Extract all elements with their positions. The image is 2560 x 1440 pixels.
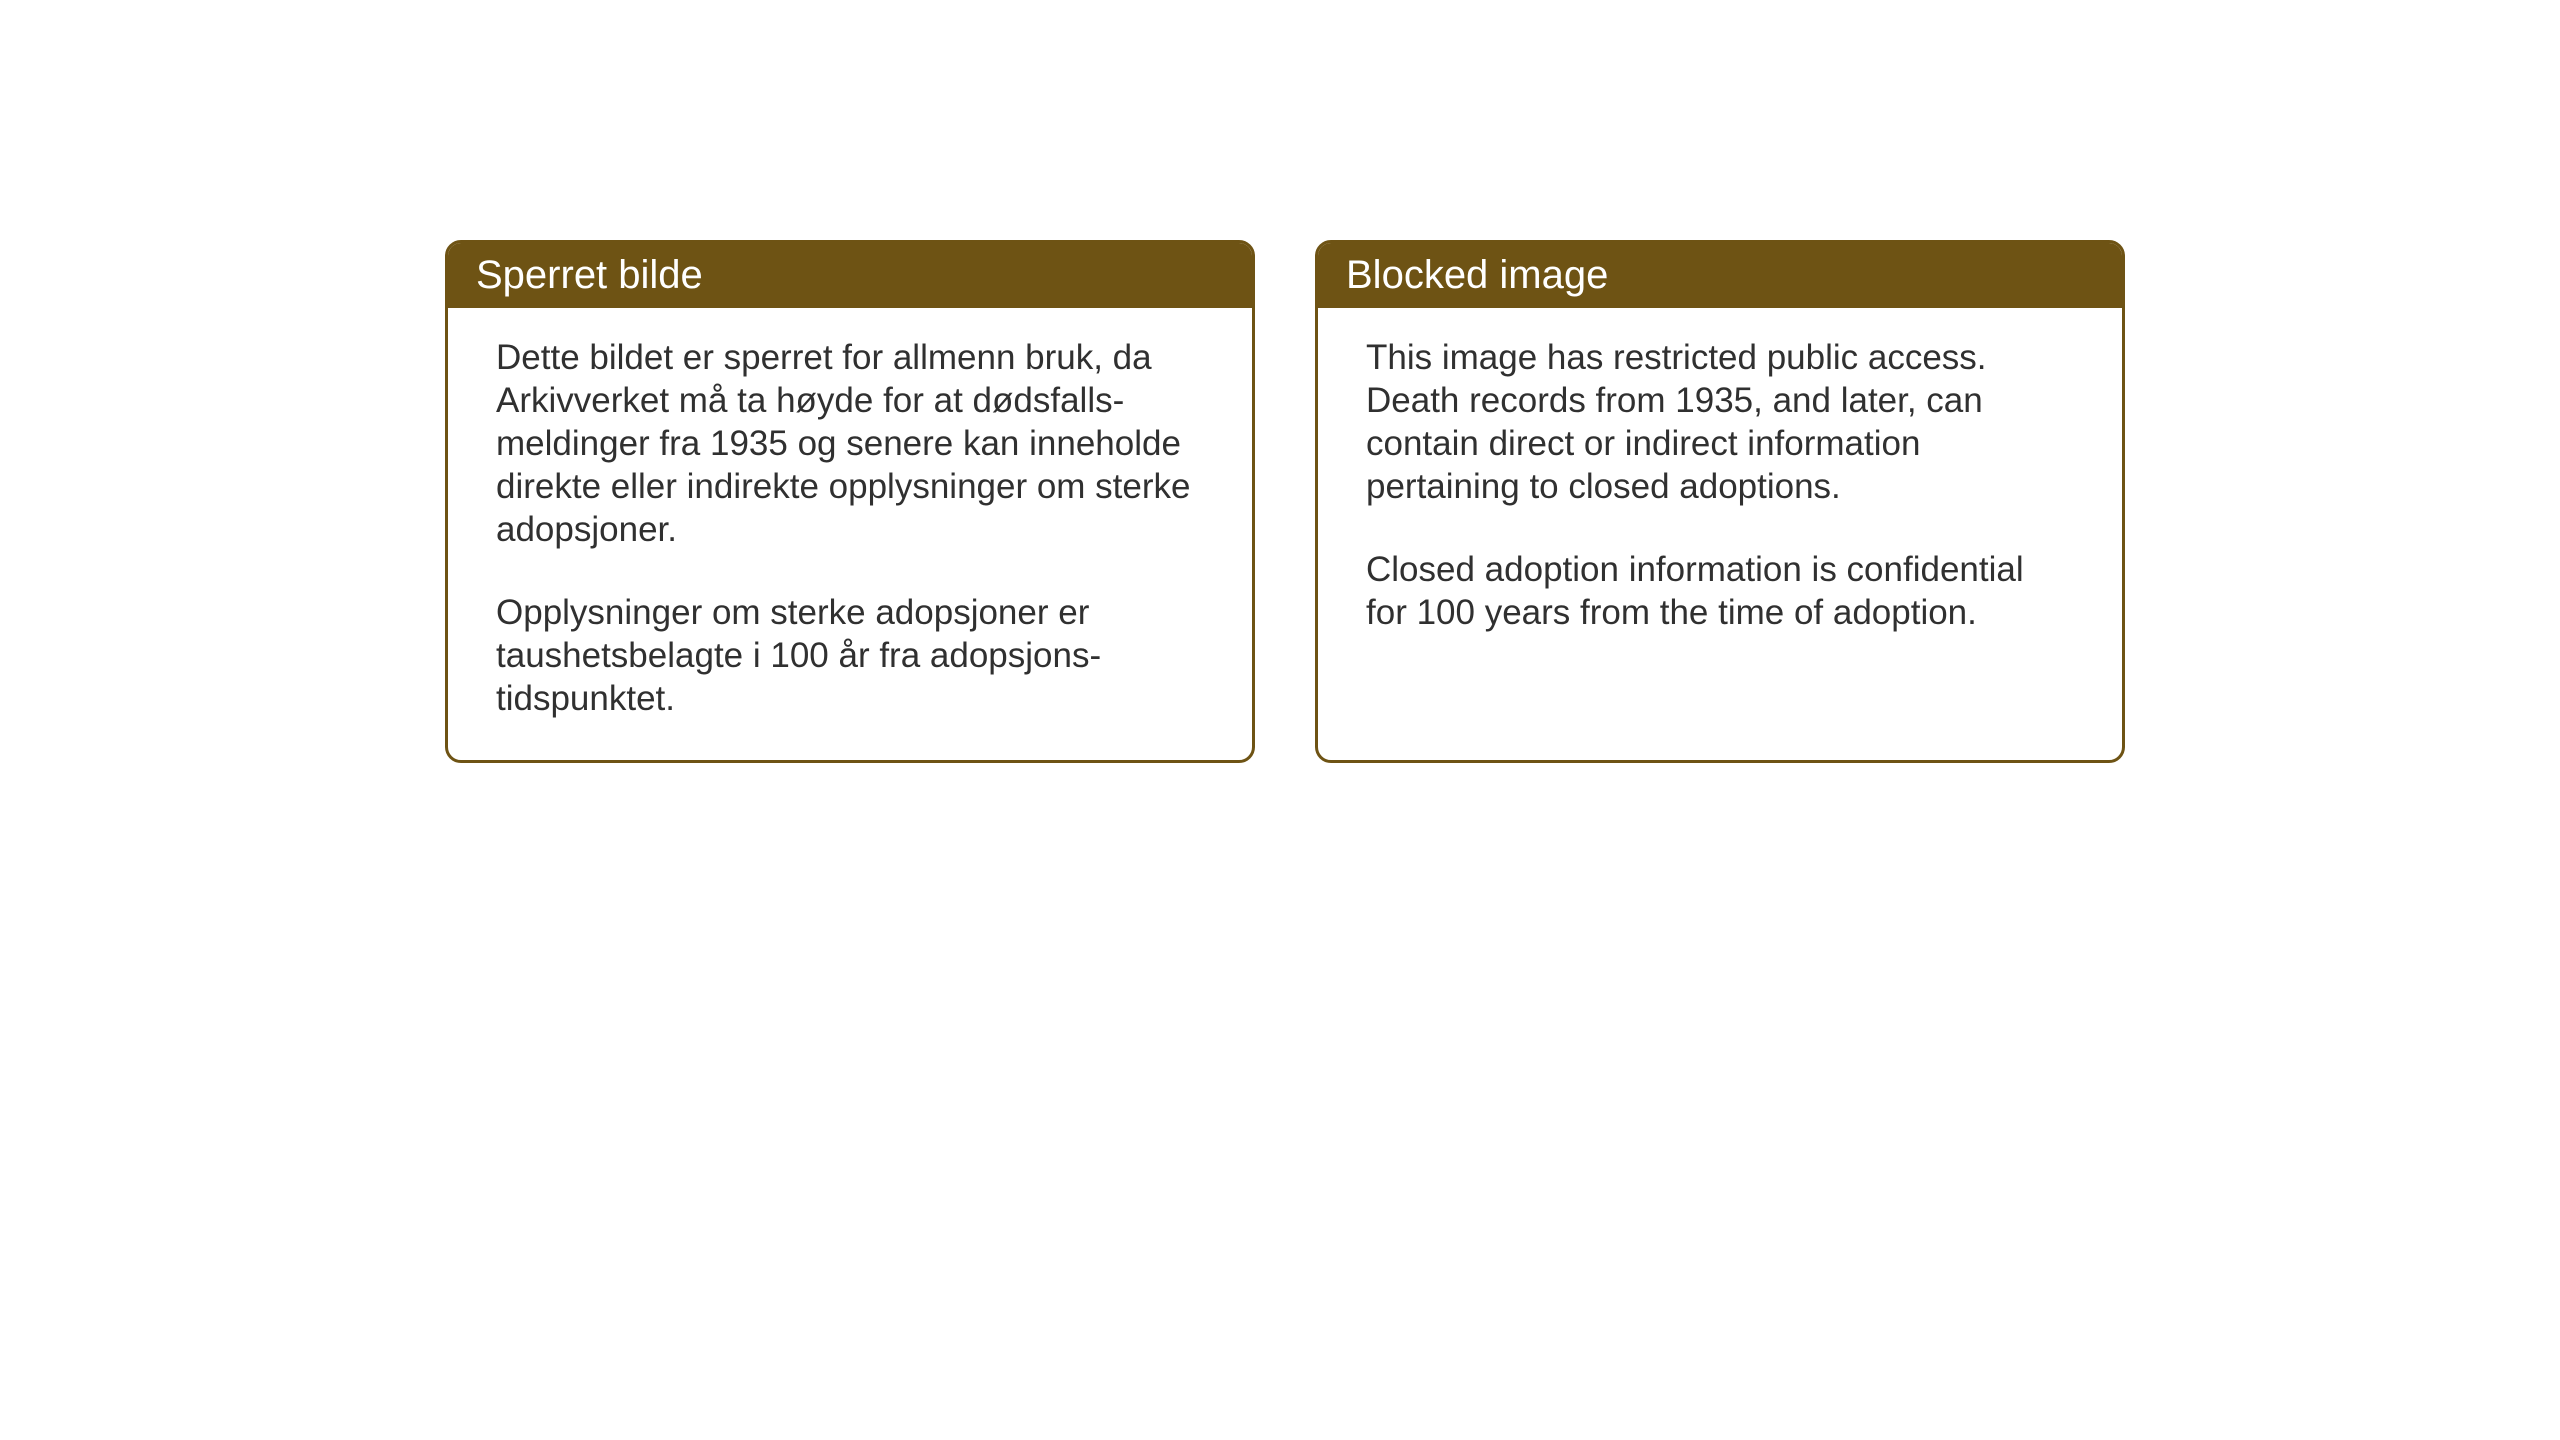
notice-title-english: Blocked image <box>1346 253 2094 298</box>
notice-header-english: Blocked image <box>1318 243 2122 308</box>
notice-header-norwegian: Sperret bilde <box>448 243 1252 308</box>
notice-card-english: Blocked image This image has restricted … <box>1315 240 2125 763</box>
notice-paragraph-1-norwegian: Dette bildet er sperret for allmenn bruk… <box>496 336 1204 551</box>
notice-paragraph-1-english: This image has restricted public access.… <box>1366 336 2074 508</box>
notice-body-norwegian: Dette bildet er sperret for allmenn bruk… <box>448 308 1252 760</box>
notice-title-norwegian: Sperret bilde <box>476 253 1224 298</box>
notices-container: Sperret bilde Dette bildet er sperret fo… <box>445 240 2125 763</box>
notice-body-english: This image has restricted public access.… <box>1318 308 2122 760</box>
notice-card-norwegian: Sperret bilde Dette bildet er sperret fo… <box>445 240 1255 763</box>
notice-paragraph-2-norwegian: Opplysninger om sterke adopsjoner er tau… <box>496 591 1204 720</box>
notice-paragraph-2-english: Closed adoption information is confident… <box>1366 548 2074 634</box>
